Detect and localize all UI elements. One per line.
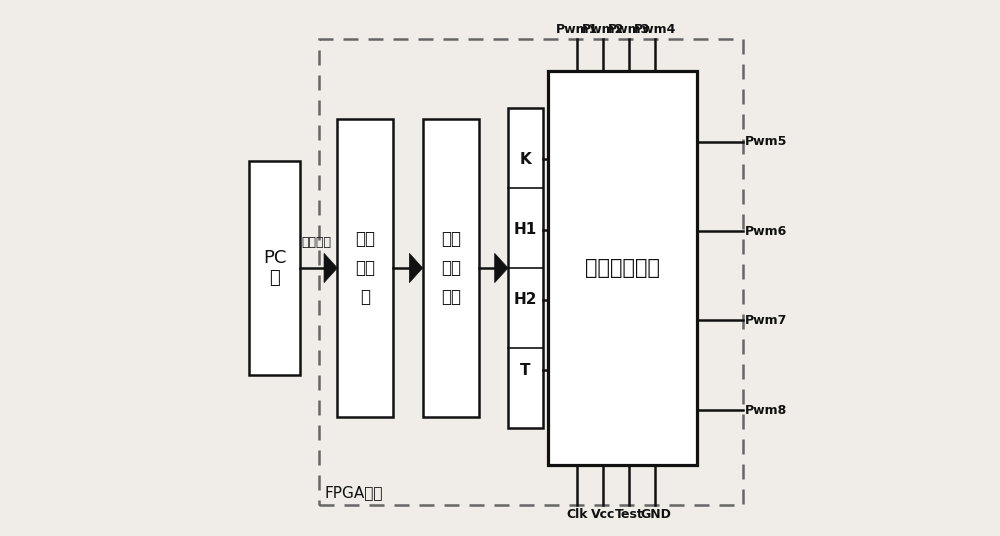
- Polygon shape: [324, 254, 337, 282]
- Text: 串口通信: 串口通信: [301, 236, 331, 249]
- Text: Pwm3: Pwm3: [608, 23, 650, 36]
- Bar: [337, 118, 393, 418]
- Text: 移相控制模块: 移相控制模块: [585, 258, 660, 278]
- Text: T: T: [520, 363, 531, 378]
- Text: Test: Test: [615, 508, 644, 521]
- Text: FPGA芯片: FPGA芯片: [324, 485, 383, 500]
- Bar: [508, 108, 543, 428]
- Text: Pwm5: Pwm5: [745, 135, 787, 148]
- Text: H1: H1: [514, 222, 537, 237]
- Text: GND: GND: [640, 508, 671, 521]
- Text: Vcc: Vcc: [591, 508, 615, 521]
- Text: K: K: [519, 152, 531, 167]
- Text: Pwm8: Pwm8: [745, 404, 787, 416]
- Text: Pwm1: Pwm1: [556, 23, 598, 36]
- Text: H2: H2: [514, 293, 537, 308]
- Polygon shape: [495, 254, 508, 282]
- Bar: [548, 71, 697, 465]
- Text: Pwm2: Pwm2: [582, 23, 624, 36]
- Bar: [319, 39, 743, 505]
- Text: Pwm4: Pwm4: [634, 23, 677, 36]
- Text: Clk: Clk: [566, 508, 588, 521]
- Text: 寄存
控制
器: 寄存 控制 器: [355, 230, 375, 306]
- Bar: [249, 161, 300, 375]
- Text: Pwm6: Pwm6: [745, 225, 787, 238]
- Text: Pwm7: Pwm7: [745, 314, 787, 327]
- Text: 判断
识别
模块: 判断 识别 模块: [441, 230, 461, 306]
- Polygon shape: [409, 254, 423, 282]
- Text: PC
机: PC 机: [263, 249, 286, 287]
- Bar: [423, 118, 479, 418]
